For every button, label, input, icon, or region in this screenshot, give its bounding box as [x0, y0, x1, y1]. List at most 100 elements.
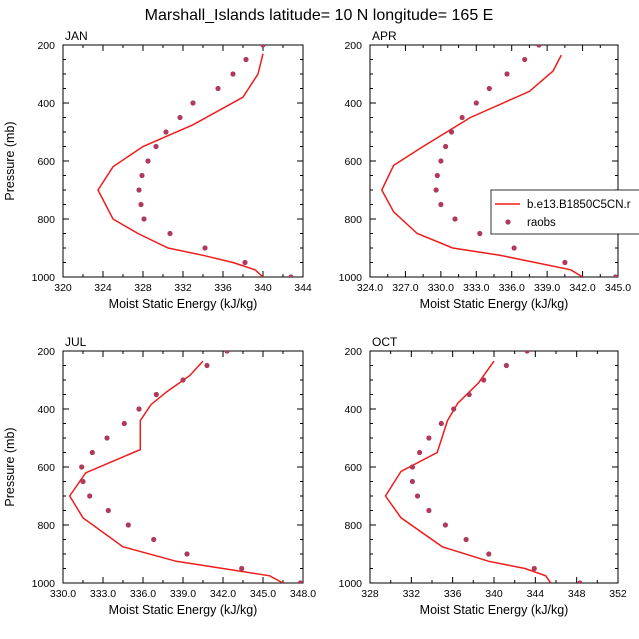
- raobs-point: [434, 172, 440, 179]
- figure-title: Marshall_Islands latitude= 10 N longitud…: [145, 7, 494, 24]
- x-tick-label: 342.0: [210, 588, 236, 600]
- panel-label: APR: [372, 29, 397, 43]
- x-tick-label: 344: [294, 282, 312, 294]
- raobs-point: [442, 522, 448, 528]
- raobs-point: [153, 143, 159, 150]
- raobs-point: [503, 362, 509, 369]
- raobs-point: [463, 536, 469, 543]
- raobs-point: [215, 85, 221, 92]
- y-tick-label: 600: [344, 156, 362, 168]
- x-tick-label: 340: [254, 282, 272, 294]
- raobs-point: [426, 435, 432, 441]
- y-tick-label: 600: [37, 156, 55, 168]
- raobs-point: [180, 377, 186, 383]
- x-tick-label: 344: [527, 588, 545, 600]
- x-axis-label: Moist Static Energy (kJ/kg): [109, 297, 258, 311]
- raobs-point: [230, 71, 236, 77]
- raobs-point: [151, 536, 157, 543]
- y-tick-label: 600: [344, 462, 362, 474]
- panel-jan: JAN 320 324 328 332 336 340 344 200 400 600 800 1000…: [3, 28, 312, 311]
- raobs-point: [613, 274, 618, 277]
- panel-apr: APR 324.0 327.0 330.0 333.0 336.0 339.0 342.0 34…: [339, 29, 632, 311]
- raobs-point: [409, 478, 415, 485]
- raobs-point: [511, 245, 517, 251]
- raobs-point: [87, 493, 93, 499]
- x-tick-label: 336: [444, 588, 462, 600]
- raobs-point: [443, 143, 449, 150]
- plot-frame: [369, 44, 619, 278]
- y-tick-label: 1000: [32, 272, 56, 284]
- raobs-point: [459, 114, 465, 121]
- y-tick-label: 800: [344, 520, 362, 532]
- raobs-point: [138, 201, 144, 208]
- raobs-point: [451, 406, 457, 412]
- plot-area: [384, 334, 583, 583]
- panel-jul: JUL 330.0 333.0 336.0 339.0 342.0 345.0 348.0 20…: [3, 334, 316, 617]
- panel-oct: OCT 328 332 336 340 344 348 352 200 400 600 800 1000…: [339, 334, 627, 617]
- x-tick-label: 348.0: [290, 588, 316, 600]
- legend: b.e13.B1850C5CN.r raobs: [490, 189, 639, 235]
- legend-model-label: b.e13.B1850C5CN.r: [527, 199, 631, 211]
- raobs-point: [104, 435, 110, 441]
- x-tick-label: 352: [609, 588, 627, 600]
- plot-area: [97, 28, 294, 277]
- y-tick-label: 800: [344, 214, 362, 226]
- raobs-point: [125, 522, 131, 528]
- raobs-point: [136, 406, 142, 412]
- raobs-point: [121, 420, 127, 427]
- raobs-point: [504, 71, 510, 77]
- plot-area: [68, 334, 303, 583]
- x-tick-label: 345.0: [250, 588, 276, 600]
- raobs-point: [277, 28, 282, 33]
- y-tick-label: 600: [37, 462, 55, 474]
- y-tick-label: 200: [344, 40, 362, 52]
- y-tick-label: 200: [37, 40, 55, 52]
- x-axis-label: Moist Static Energy (kJ/kg): [109, 603, 258, 617]
- raobs-point: [141, 216, 147, 222]
- x-tick-label: 339.0: [170, 588, 196, 600]
- model-profile-line: [68, 360, 284, 583]
- raobs-point: [522, 56, 528, 63]
- x-tick-label: 332: [174, 282, 192, 294]
- x-tick-label: 327.0: [392, 282, 418, 294]
- raobs-point: [89, 449, 95, 456]
- raobs-point: [452, 216, 458, 222]
- y-tick-label: 200: [37, 346, 55, 358]
- raobs-point: [426, 507, 432, 514]
- raobs-point: [448, 129, 455, 135]
- raobs-point: [481, 377, 487, 383]
- model-profile-line: [384, 360, 552, 583]
- legend-box: [490, 189, 639, 235]
- y-tick-label: 200: [344, 346, 362, 358]
- x-tick-label: 333.0: [463, 282, 489, 294]
- y-tick-label: 400: [37, 404, 55, 416]
- y-axis-label: Pressure (mb): [3, 427, 17, 506]
- raobs-point: [240, 334, 245, 339]
- raobs-point: [438, 201, 444, 208]
- plot-frame: [369, 350, 619, 584]
- raobs-point: [260, 45, 266, 48]
- raobs-point: [466, 391, 472, 398]
- x-tick-label: 336.0: [499, 282, 525, 294]
- y-tick-label: 400: [344, 98, 362, 110]
- plot-area: [380, 45, 618, 277]
- x-tick-label: 320: [54, 282, 72, 294]
- raobs-point: [242, 259, 248, 266]
- raobs-point: [105, 507, 111, 514]
- raobs-point: [224, 351, 230, 354]
- raobs-point: [145, 158, 151, 164]
- x-tick-label: 345.0: [605, 282, 631, 294]
- x-tick-label: 328: [361, 588, 379, 600]
- raobs-point: [538, 334, 543, 339]
- raobs-point: [190, 100, 196, 106]
- raobs-point: [536, 45, 542, 48]
- raobs-point: [438, 158, 444, 164]
- legend-obs-label: raobs: [527, 217, 556, 229]
- raobs-point: [136, 187, 142, 193]
- raobs-point: [163, 129, 169, 135]
- raobs-point: [202, 245, 208, 251]
- x-tick-label: 336: [214, 282, 232, 294]
- legend-marker-swatch: [505, 219, 511, 225]
- raobs-point: [243, 56, 249, 63]
